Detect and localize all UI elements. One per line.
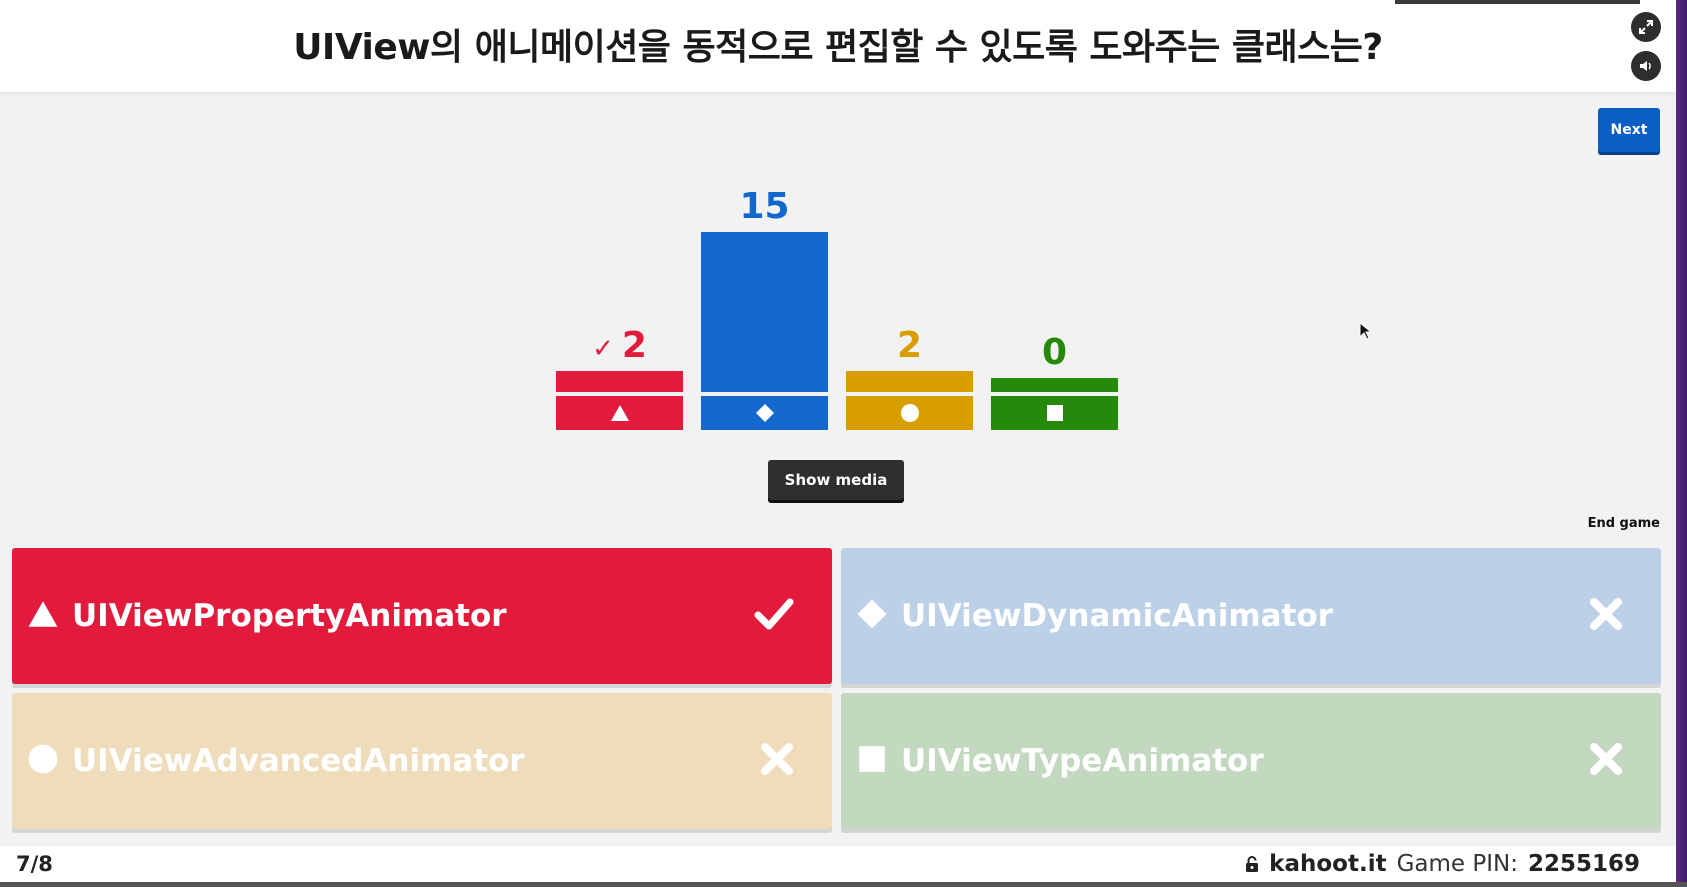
answer-triangle[interactable]: UIViewPropertyAnimator: [12, 548, 832, 684]
window-edge: [1676, 0, 1687, 887]
game-pin-value: 2255169: [1527, 851, 1640, 877]
sound-button[interactable]: [1631, 51, 1661, 81]
triangle-icon: [610, 405, 629, 421]
circle-icon: [27, 743, 59, 779]
answer-square[interactable]: UIViewTypeAnimator: [841, 693, 1661, 829]
bar-fill: [556, 371, 683, 392]
answer-text: UIViewPropertyAnimator: [72, 598, 507, 634]
results-chart: ✓ 2 15 2 0: [0, 0, 1676, 440]
circle-icon: [900, 404, 919, 422]
bar-value: 2: [896, 325, 923, 366]
diamond-icon: [755, 404, 774, 422]
lock-icon: [1246, 856, 1259, 872]
show-media-button[interactable]: Show media: [768, 460, 904, 500]
bar-value: 0: [1041, 332, 1068, 373]
game-pin-label: Game PIN:: [1396, 851, 1518, 877]
bar-base: [991, 396, 1118, 430]
top-bar: UIView의 애니메이션을 동적으로 편집할 수 있도록 도와주는 클래스는?: [0, 0, 1676, 92]
check-icon: ✓: [592, 334, 614, 364]
bar-base: [556, 396, 683, 430]
next-button[interactable]: Next: [1598, 108, 1660, 152]
incorrect-x-icon: [1589, 742, 1623, 780]
bar-blue: 15: [701, 0, 828, 440]
incorrect-x-icon: [760, 742, 794, 780]
bar-base: [701, 396, 828, 430]
diamond-icon: [856, 598, 888, 634]
question-progress: 7/8: [16, 852, 53, 876]
fullscreen-icon: [1639, 20, 1653, 34]
answer-circle[interactable]: UIViewAdvancedAnimator: [12, 693, 832, 829]
bar-fill: [846, 371, 973, 392]
bar-value-label: 0: [991, 332, 1118, 373]
bar-base: [846, 396, 973, 430]
answer-diamond[interactable]: UIViewDynamicAnimator: [841, 548, 1661, 684]
mouse-cursor-icon: [1359, 322, 1371, 340]
end-game-link[interactable]: End game: [1587, 516, 1660, 531]
site-name: kahoot.it: [1269, 851, 1387, 877]
answer-text: UIViewTypeAnimator: [901, 743, 1264, 779]
bar-value-label: 15: [701, 186, 828, 227]
footer: 7/8 kahoot.it Game PIN: 2255169: [0, 846, 1676, 882]
question-title: UIView의 애니메이션을 동적으로 편집할 수 있도록 도와주는 클래스는?: [293, 27, 1383, 68]
correct-check-icon: [754, 597, 794, 635]
bar-value: 2: [621, 325, 647, 366]
bar-green: 0: [991, 0, 1118, 440]
fullscreen-button[interactable]: [1631, 12, 1661, 42]
square-icon: [856, 743, 888, 779]
incorrect-x-icon: [1589, 597, 1623, 635]
footer-border: [0, 882, 1687, 887]
answer-text: UIViewAdvancedAnimator: [72, 743, 525, 779]
bar-value-label: ✓ 2: [556, 325, 683, 366]
top-strip: [1395, 0, 1640, 4]
triangle-icon: [27, 598, 59, 634]
bar-value-label: 2: [846, 325, 973, 366]
bar-yellow: 2: [846, 0, 973, 440]
sound-icon: [1640, 61, 1651, 71]
game-pin-area: kahoot.it Game PIN: 2255169: [1245, 851, 1640, 877]
square-icon: [1046, 405, 1063, 421]
bar-red: ✓ 2: [556, 0, 683, 440]
bar-fill: [701, 232, 828, 392]
answer-text: UIViewDynamicAnimator: [901, 598, 1333, 634]
bar-fill: [991, 378, 1118, 392]
bar-value: 15: [739, 186, 790, 227]
